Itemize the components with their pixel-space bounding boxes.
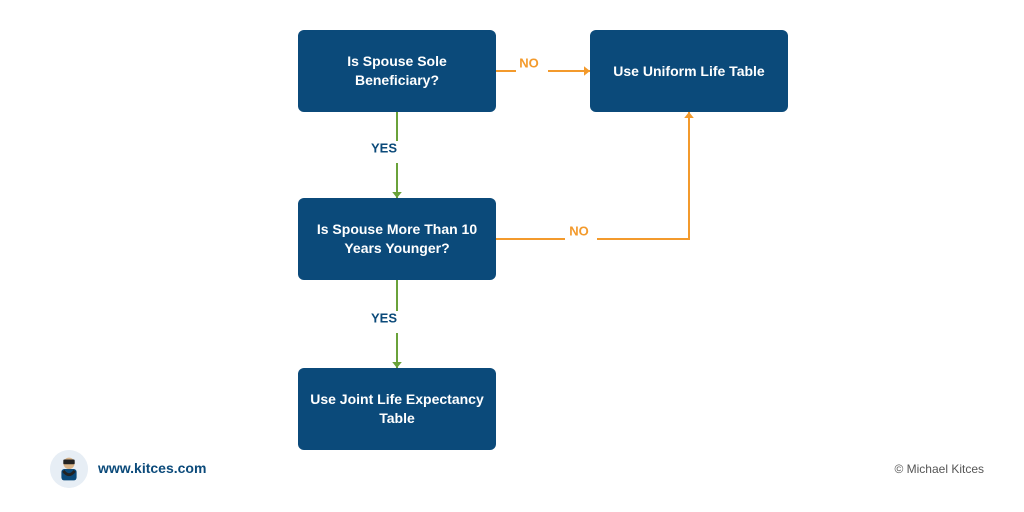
- decision-spouse-sole-beneficiary: Is Spouse Sole Beneficiary?: [298, 30, 496, 112]
- outcome-joint-life-table: Use Joint Life Expectancy Table: [298, 368, 496, 450]
- node-label: Is Spouse Sole Beneficiary?: [310, 52, 484, 90]
- website-link[interactable]: www.kitces.com: [98, 460, 206, 476]
- edge-label-no: NO: [519, 56, 539, 71]
- node-label: Use Uniform Life Table: [613, 62, 764, 81]
- decision-spouse-10yrs-younger: Is Spouse More Than 10 Years Younger?: [298, 198, 496, 280]
- flowchart-edges: [0, 0, 1024, 512]
- edge-label-yes: YES: [371, 311, 397, 326]
- node-label: Use Joint Life Expectancy Table: [310, 390, 484, 428]
- node-label: Is Spouse More Than 10 Years Younger?: [310, 220, 484, 258]
- edge-label-yes: YES: [371, 141, 397, 156]
- copyright-text: © Michael Kitces: [894, 462, 984, 476]
- avatar-icon: [50, 450, 88, 488]
- edge-label-no: NO: [569, 224, 589, 239]
- outcome-uniform-life-table: Use Uniform Life Table: [590, 30, 788, 112]
